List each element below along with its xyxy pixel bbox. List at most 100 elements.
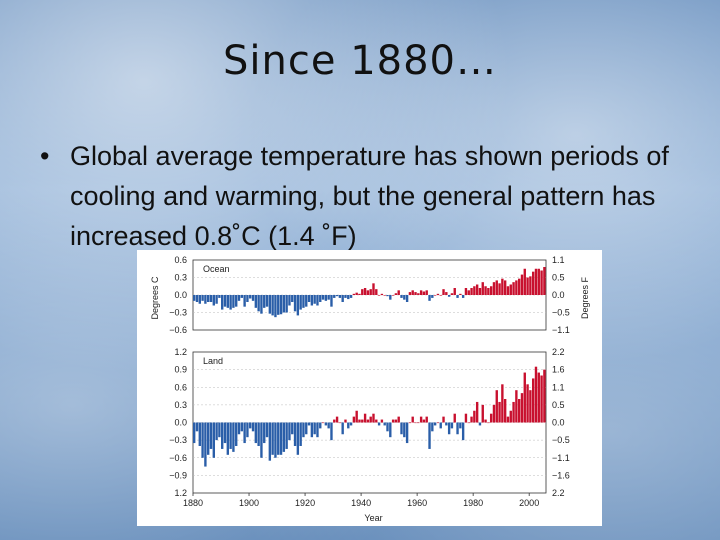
- land-bar: [520, 393, 524, 423]
- ocean-bar: [501, 278, 504, 295]
- land-bar: [209, 422, 213, 449]
- land-bar: [299, 422, 302, 446]
- ocean-bar: [419, 290, 423, 295]
- land-bar: [352, 416, 356, 423]
- land-y2tick-label: 2.2: [552, 347, 565, 357]
- land-bar: [403, 422, 406, 438]
- ocean-bar: [198, 295, 201, 304]
- ocean-bar: [447, 295, 451, 297]
- ocean-bar: [335, 295, 339, 297]
- land-bar: [436, 422, 440, 424]
- land-xtick-label: 1880: [183, 498, 203, 508]
- ocean-bar: [425, 290, 428, 295]
- land-xtick-label: 1900: [239, 498, 259, 508]
- land-bar: [400, 422, 403, 435]
- land-bar: [305, 422, 308, 435]
- ocean-bar: [487, 288, 490, 295]
- land-bar: [442, 416, 445, 423]
- ocean-bar: [355, 292, 358, 295]
- land-ytick-label: 1.2: [174, 347, 187, 357]
- ocean-bar: [333, 295, 336, 298]
- ocean-bar: [377, 295, 381, 296]
- land-xtick-label: 2000: [519, 498, 539, 508]
- ocean-bar: [515, 280, 518, 295]
- land-bar: [481, 404, 484, 423]
- land-bar: [316, 422, 319, 438]
- ocean-bar: [277, 295, 280, 315]
- land-bar: [478, 422, 482, 426]
- land-bar: [293, 422, 297, 446]
- land-bar: [439, 422, 442, 429]
- land-bar: [212, 422, 215, 458]
- land-bar: [263, 422, 266, 444]
- ocean-y2tick-label: 1.1: [552, 255, 565, 265]
- land-bar: [531, 378, 535, 423]
- land-bar: [249, 422, 252, 429]
- ocean-bar: [509, 284, 512, 295]
- temperature-anomaly-figure: 0.6 1.1 0.3 0.5 0.0 0.0 −0.3 −0.5 −0.6 −1.1 Ocean 1…: [137, 250, 602, 526]
- land-bar: [534, 366, 538, 423]
- ocean-bar: [400, 295, 403, 298]
- ocean-bar: [246, 295, 249, 302]
- ocean-bar: [369, 289, 372, 295]
- ocean-bar: [439, 295, 442, 296]
- land-bar: [487, 422, 490, 424]
- land-bar: [361, 419, 364, 423]
- ocean-bar: [352, 293, 356, 295]
- land-bar: [347, 422, 350, 429]
- ocean-bar: [235, 295, 238, 307]
- ocean-y2tick-label: 0.5: [552, 273, 565, 283]
- land-bar: [240, 422, 244, 432]
- ocean-bar: [411, 290, 414, 295]
- land-y2tick-label: 2.2: [552, 488, 565, 498]
- land-bar: [288, 422, 291, 441]
- x-axis-title: Year: [364, 513, 382, 523]
- land-bar: [372, 413, 375, 423]
- ocean-bar: [209, 295, 213, 302]
- land-bar: [254, 422, 258, 444]
- ocean-bar: [383, 295, 386, 296]
- land-bar: [445, 422, 448, 426]
- land-ytick-label: −0.6: [169, 453, 187, 463]
- land-bar: [324, 422, 328, 426]
- land-bar: [417, 422, 420, 424]
- land-bar: [204, 422, 207, 467]
- land-bar: [461, 422, 465, 441]
- land-bar: [285, 422, 288, 449]
- land-bar: [529, 390, 532, 423]
- ocean-bar: [442, 289, 445, 295]
- land-xtick-label: 1940: [351, 498, 371, 508]
- ocean-bar: [338, 295, 342, 298]
- ocean-bar: [215, 295, 218, 304]
- ocean-bar: [489, 286, 493, 295]
- ocean-bar: [422, 291, 426, 295]
- ocean-bar: [249, 295, 252, 299]
- land-bar: [237, 422, 241, 435]
- ocean-bar: [349, 295, 353, 298]
- ocean-bar: [341, 295, 344, 302]
- temperature-anomaly-chart: 0.6 1.1 0.3 0.5 0.0 0.0 −0.3 −0.5 −0.6 −1.1 Ocean 1…: [150, 255, 590, 523]
- ocean-bar: [226, 295, 230, 308]
- ocean-bar: [461, 295, 465, 298]
- land-y2tick-label: −0.5: [552, 435, 570, 445]
- land-xtick-label: 1920: [295, 498, 315, 508]
- land-bar: [198, 422, 201, 446]
- ocean-bar: [302, 295, 305, 308]
- ocean-bar: [464, 288, 468, 295]
- land-bar: [475, 401, 479, 423]
- ocean-bar: [243, 295, 246, 307]
- ocean-bar: [221, 295, 224, 310]
- land-bar: [223, 422, 227, 444]
- land-bar: [537, 372, 540, 423]
- land-bar: [470, 416, 473, 423]
- land-bar: [279, 422, 283, 455]
- ocean-bar: [291, 295, 294, 302]
- ocean-bar: [274, 295, 277, 318]
- land-bar: [450, 422, 454, 429]
- land-ytick-label: 0.6: [174, 382, 187, 392]
- land-bar: [369, 416, 372, 423]
- land-bar: [489, 413, 493, 423]
- land-bar: [391, 419, 395, 423]
- ocean-ytick-label: 0.0: [174, 290, 187, 300]
- ocean-bar: [408, 292, 412, 295]
